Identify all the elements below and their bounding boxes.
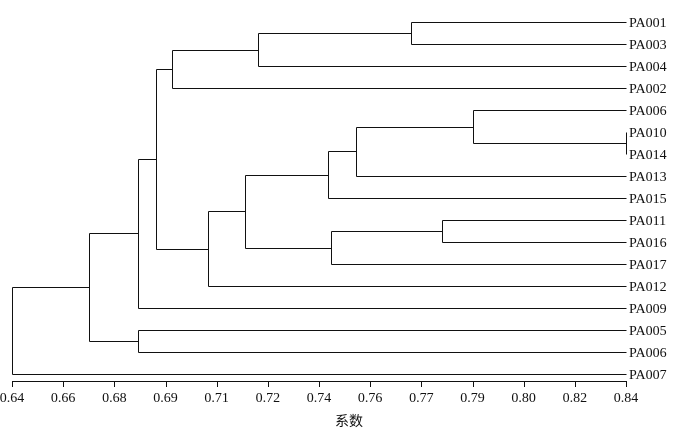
leaf-label: PA001 [629,16,667,31]
x-tick-label: 0.80 [511,391,536,406]
leaf-label: PA006 [629,104,667,119]
leaf-label: PA011 [629,214,666,229]
x-tick-label: 0.72 [256,391,281,406]
leaf-label: PA012 [629,280,667,295]
x-axis-title: 系数 [335,414,363,430]
x-tick-label: 0.77 [409,391,434,406]
leaf-label: PA013 [629,170,667,185]
leaf-label: PA016 [629,236,667,251]
dendrogram-branches [12,22,627,375]
leaf-label: PA007 [629,368,667,383]
leaf-label: PA014 [629,148,667,163]
x-tick-label: 0.64 [0,391,24,406]
x-tick-label: 0.71 [204,391,229,406]
leaf-label: PA015 [629,192,667,207]
x-tick-label: 0.66 [51,391,76,406]
x-tick-label: 0.68 [102,391,127,406]
leaf-labels: PA001 PA003 PA004 PA002 PA006 PA010 PA014 PA013… [629,16,667,383]
leaf-label: PA003 [629,38,667,53]
x-tick-label: 0.82 [563,391,588,406]
leaf-label: PA010 [629,126,667,141]
x-tick-label: 0.69 [153,391,178,406]
x-tick-label: 0.84 [614,391,639,406]
x-tick-label: 0.76 [358,391,383,406]
leaf-label: PA006 [629,346,667,361]
x-axis: 0.64 0.66 0.68 0.69 0.71 0.72 0.74 0.76 0.77 0.79… [0,381,638,406]
x-tick-label: 0.79 [460,391,485,406]
x-axis-ticks: 0.64 0.66 0.68 0.69 0.71 0.72 0.74 0.76 0.77 0.79… [0,381,638,406]
leaf-label: PA009 [629,302,667,317]
leaf-label: PA002 [629,82,667,97]
leaf-label: PA005 [629,324,667,339]
x-tick-label: 0.74 [307,391,332,406]
leaf-label: PA004 [629,60,667,75]
leaf-label: PA017 [629,258,667,273]
